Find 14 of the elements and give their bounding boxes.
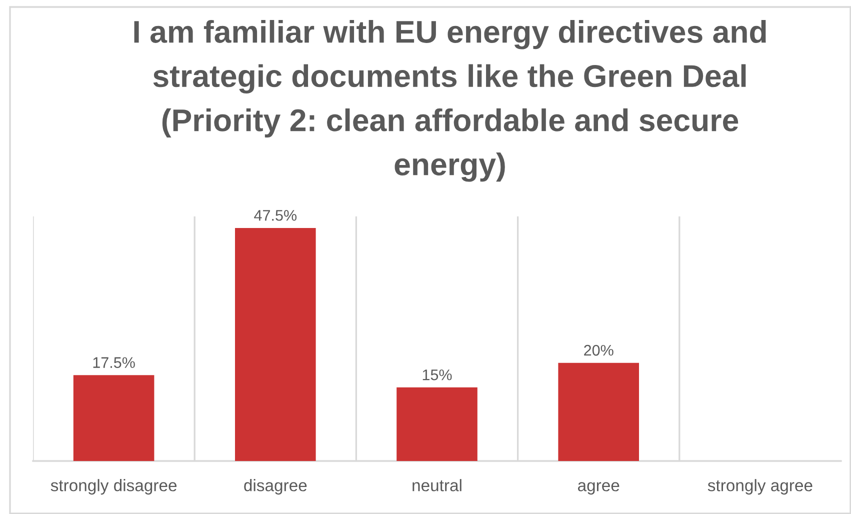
bar (396, 387, 478, 462)
x-tick-label: strongly agree (708, 479, 812, 495)
bar (235, 228, 316, 462)
x-tick-label: strongly disagree (50, 479, 177, 495)
bar (73, 375, 154, 462)
x-tick-label: agree (578, 482, 620, 495)
bar (558, 362, 639, 462)
x-tick-label: neutral (412, 479, 462, 492)
data-label: 47.5% (254, 210, 297, 221)
data-label: 15% (422, 369, 452, 380)
chart-title: I am familiar with EU energy directives and strategic documents like the Green Deal (Priority 2: clean affordable and secure energy) (134, 20, 766, 182)
x-tick-label: disagree (244, 479, 307, 495)
data-label: 17.5% (93, 357, 135, 368)
data-label: 20% (584, 344, 614, 356)
